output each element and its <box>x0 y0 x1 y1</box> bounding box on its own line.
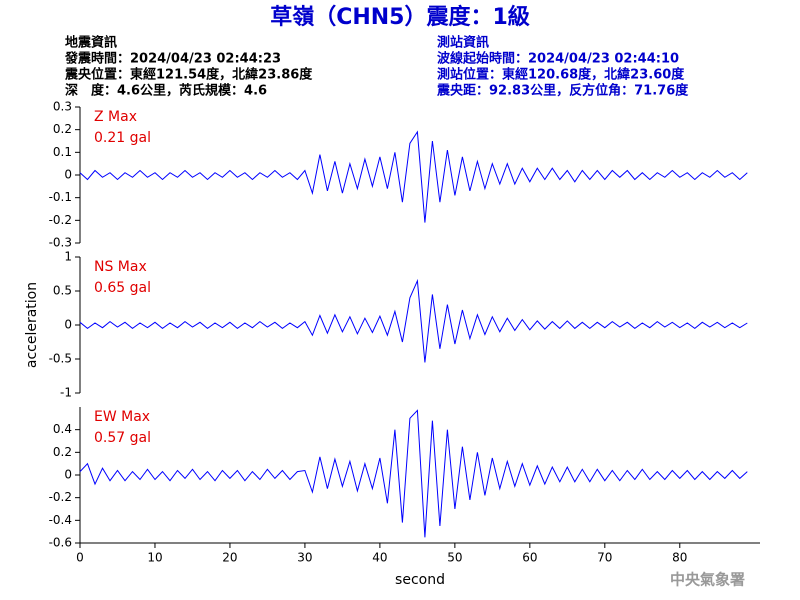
y-tick-label: 0 <box>64 318 72 332</box>
header-line: 震央距：92.83公里，反方位角：71.76度 <box>436 83 689 99</box>
x-tick-label: 0 <box>76 551 84 565</box>
x-tick-label: 20 <box>222 551 237 565</box>
x-tick-label: 60 <box>522 551 537 565</box>
y-tick-label: -0.5 <box>49 352 72 366</box>
max-annotation: 0.57 gal <box>94 430 151 446</box>
y-tick-label: -0.4 <box>49 513 72 527</box>
max-annotation: 0.65 gal <box>94 280 151 296</box>
y-tick-label: 0.2 <box>53 445 72 459</box>
header-line: 地震資訊 <box>65 35 117 51</box>
header-line: 發震時間：2024/04/23 02:44:23 <box>64 51 281 67</box>
max-annotation: NS Max <box>94 259 147 275</box>
footer: 中央氣象署 <box>670 571 745 589</box>
y-tick-label: -0.6 <box>49 536 72 550</box>
waveform <box>79 130 748 223</box>
max-annotation: 0.21 gal <box>94 130 151 146</box>
x-tick-label: 30 <box>297 551 312 565</box>
y-tick-label: 0.3 <box>53 100 72 114</box>
x-tick-label: 50 <box>447 551 462 565</box>
y-tick-label: 0.2 <box>53 122 72 136</box>
x-axis-label: second <box>395 572 445 588</box>
y-tick-label: -1 <box>60 386 72 400</box>
y-tick-label: -0.2 <box>49 490 72 504</box>
x-tick-label: 70 <box>597 551 612 565</box>
title: 草嶺（CHN5）震度：1級 <box>270 4 530 30</box>
max-annotation: EW Max <box>94 409 150 425</box>
max-annotation: Z Max <box>94 109 137 125</box>
header-line: 深 度：4.6公里，芮氏規模：4.6 <box>65 83 267 99</box>
header-line: 測站資訊 <box>437 35 489 51</box>
y-tick-label: -0.2 <box>49 213 72 227</box>
y-tick-label: -0.1 <box>49 190 72 204</box>
header-line: 震央位置：東經121.54度，北緯23.86度 <box>64 67 313 83</box>
y-tick-label: 0 <box>64 468 72 482</box>
y-tick-label: 0.4 <box>53 422 72 436</box>
y-tick-label: 1 <box>64 250 72 264</box>
y-axis-label: acceleration <box>24 282 40 368</box>
header-line: 波線起始時間：2024/04/23 02:44:10 <box>437 51 679 67</box>
y-tick-label: 0.1 <box>53 145 72 159</box>
waveform <box>79 409 748 538</box>
y-tick-label: -0.3 <box>49 236 72 250</box>
header-line: 測站位置：東經120.68度，北緯23.60度 <box>437 67 685 83</box>
waveform <box>79 278 748 363</box>
x-tick-label: 80 <box>672 551 687 565</box>
x-tick-label: 40 <box>372 551 387 565</box>
y-tick-label: 0 <box>64 168 72 182</box>
y-tick-label: 0.5 <box>53 284 72 298</box>
x-tick-label: 10 <box>147 551 162 565</box>
